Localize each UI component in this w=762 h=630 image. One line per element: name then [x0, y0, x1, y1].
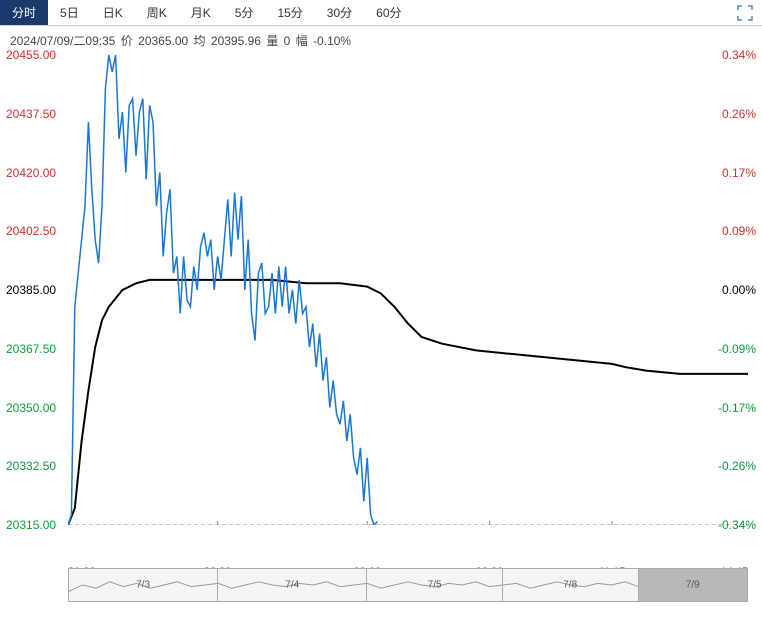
avg-value: 20395.96	[211, 34, 261, 48]
y-right-5: -0.09%	[718, 342, 756, 356]
tab-60分[interactable]: 60分	[364, 0, 413, 25]
fullscreen-icon[interactable]	[736, 4, 754, 22]
y-left-5: 20367.50	[6, 342, 56, 356]
tab-30分[interactable]: 30分	[315, 0, 364, 25]
price-value: 20365.00	[138, 34, 188, 48]
tab-5分[interactable]: 5分	[223, 0, 266, 25]
y-right-4: 0.00%	[722, 283, 756, 297]
nav-seg-label: 7/4	[285, 580, 299, 591]
chart-plot	[68, 55, 748, 525]
nav-seg-7/5[interactable]: 7/5	[367, 569, 503, 601]
y-left-8: 20315.00	[6, 518, 56, 532]
nav-seg-label: 7/3	[136, 580, 150, 591]
nav-seg-7/3[interactable]: 7/3	[69, 569, 218, 601]
y-left-3: 20402.50	[6, 224, 56, 238]
price-chart[interactable]: 20455.0020437.5020420.0020402.5020385.00…	[0, 55, 762, 525]
nav-seg-label: 7/8	[563, 580, 577, 591]
tab-周K[interactable]: 周K	[135, 0, 179, 25]
tab-月K[interactable]: 月K	[179, 0, 223, 25]
tab-日K[interactable]: 日K	[91, 0, 135, 25]
nav-seg-label: 7/9	[686, 580, 700, 591]
y-left-6: 20350.00	[6, 401, 56, 415]
y-left-1: 20437.50	[6, 107, 56, 121]
y-left-7: 20332.50	[6, 459, 56, 473]
price-label: 价	[121, 34, 133, 48]
tab-15分[interactable]: 15分	[265, 0, 314, 25]
navigator-panel[interactable]: 7/3 7/4 7/5 7/8 7/9	[68, 568, 748, 602]
amp-label: 幅	[296, 34, 308, 48]
vol-label: 量	[266, 34, 278, 48]
y-right-6: -0.17%	[718, 401, 756, 415]
nav-seg-7/8[interactable]: 7/8	[503, 569, 639, 601]
info-bar: 2024/07/09/二09:35 价 20365.00 均 20395.96 …	[0, 26, 762, 55]
y-right-2: 0.17%	[722, 166, 756, 180]
y-right-8: -0.34%	[718, 518, 756, 532]
amp-value: -0.10%	[313, 34, 351, 48]
tab-5日[interactable]: 5日	[48, 0, 91, 25]
y-left-4: 20385.00	[6, 283, 56, 297]
nav-seg-7/9[interactable]: 7/9	[639, 569, 747, 601]
y-right-1: 0.26%	[722, 107, 756, 121]
avg-label: 均	[194, 34, 206, 48]
y-right-3: 0.09%	[722, 224, 756, 238]
timeframe-tabs: 分时5日日K周K月K5分15分30分60分	[0, 0, 762, 26]
nav-seg-7/4[interactable]: 7/4	[218, 569, 367, 601]
vol-value: 0	[284, 34, 291, 48]
y-right-0: 0.34%	[722, 48, 756, 62]
y-right-7: -0.26%	[718, 459, 756, 473]
y-left-0: 20455.00	[6, 48, 56, 62]
datetime-label: 2024/07/09/二09:35	[10, 34, 115, 48]
tab-分时[interactable]: 分时	[0, 0, 48, 25]
y-left-2: 20420.00	[6, 166, 56, 180]
nav-seg-label: 7/5	[428, 580, 442, 591]
